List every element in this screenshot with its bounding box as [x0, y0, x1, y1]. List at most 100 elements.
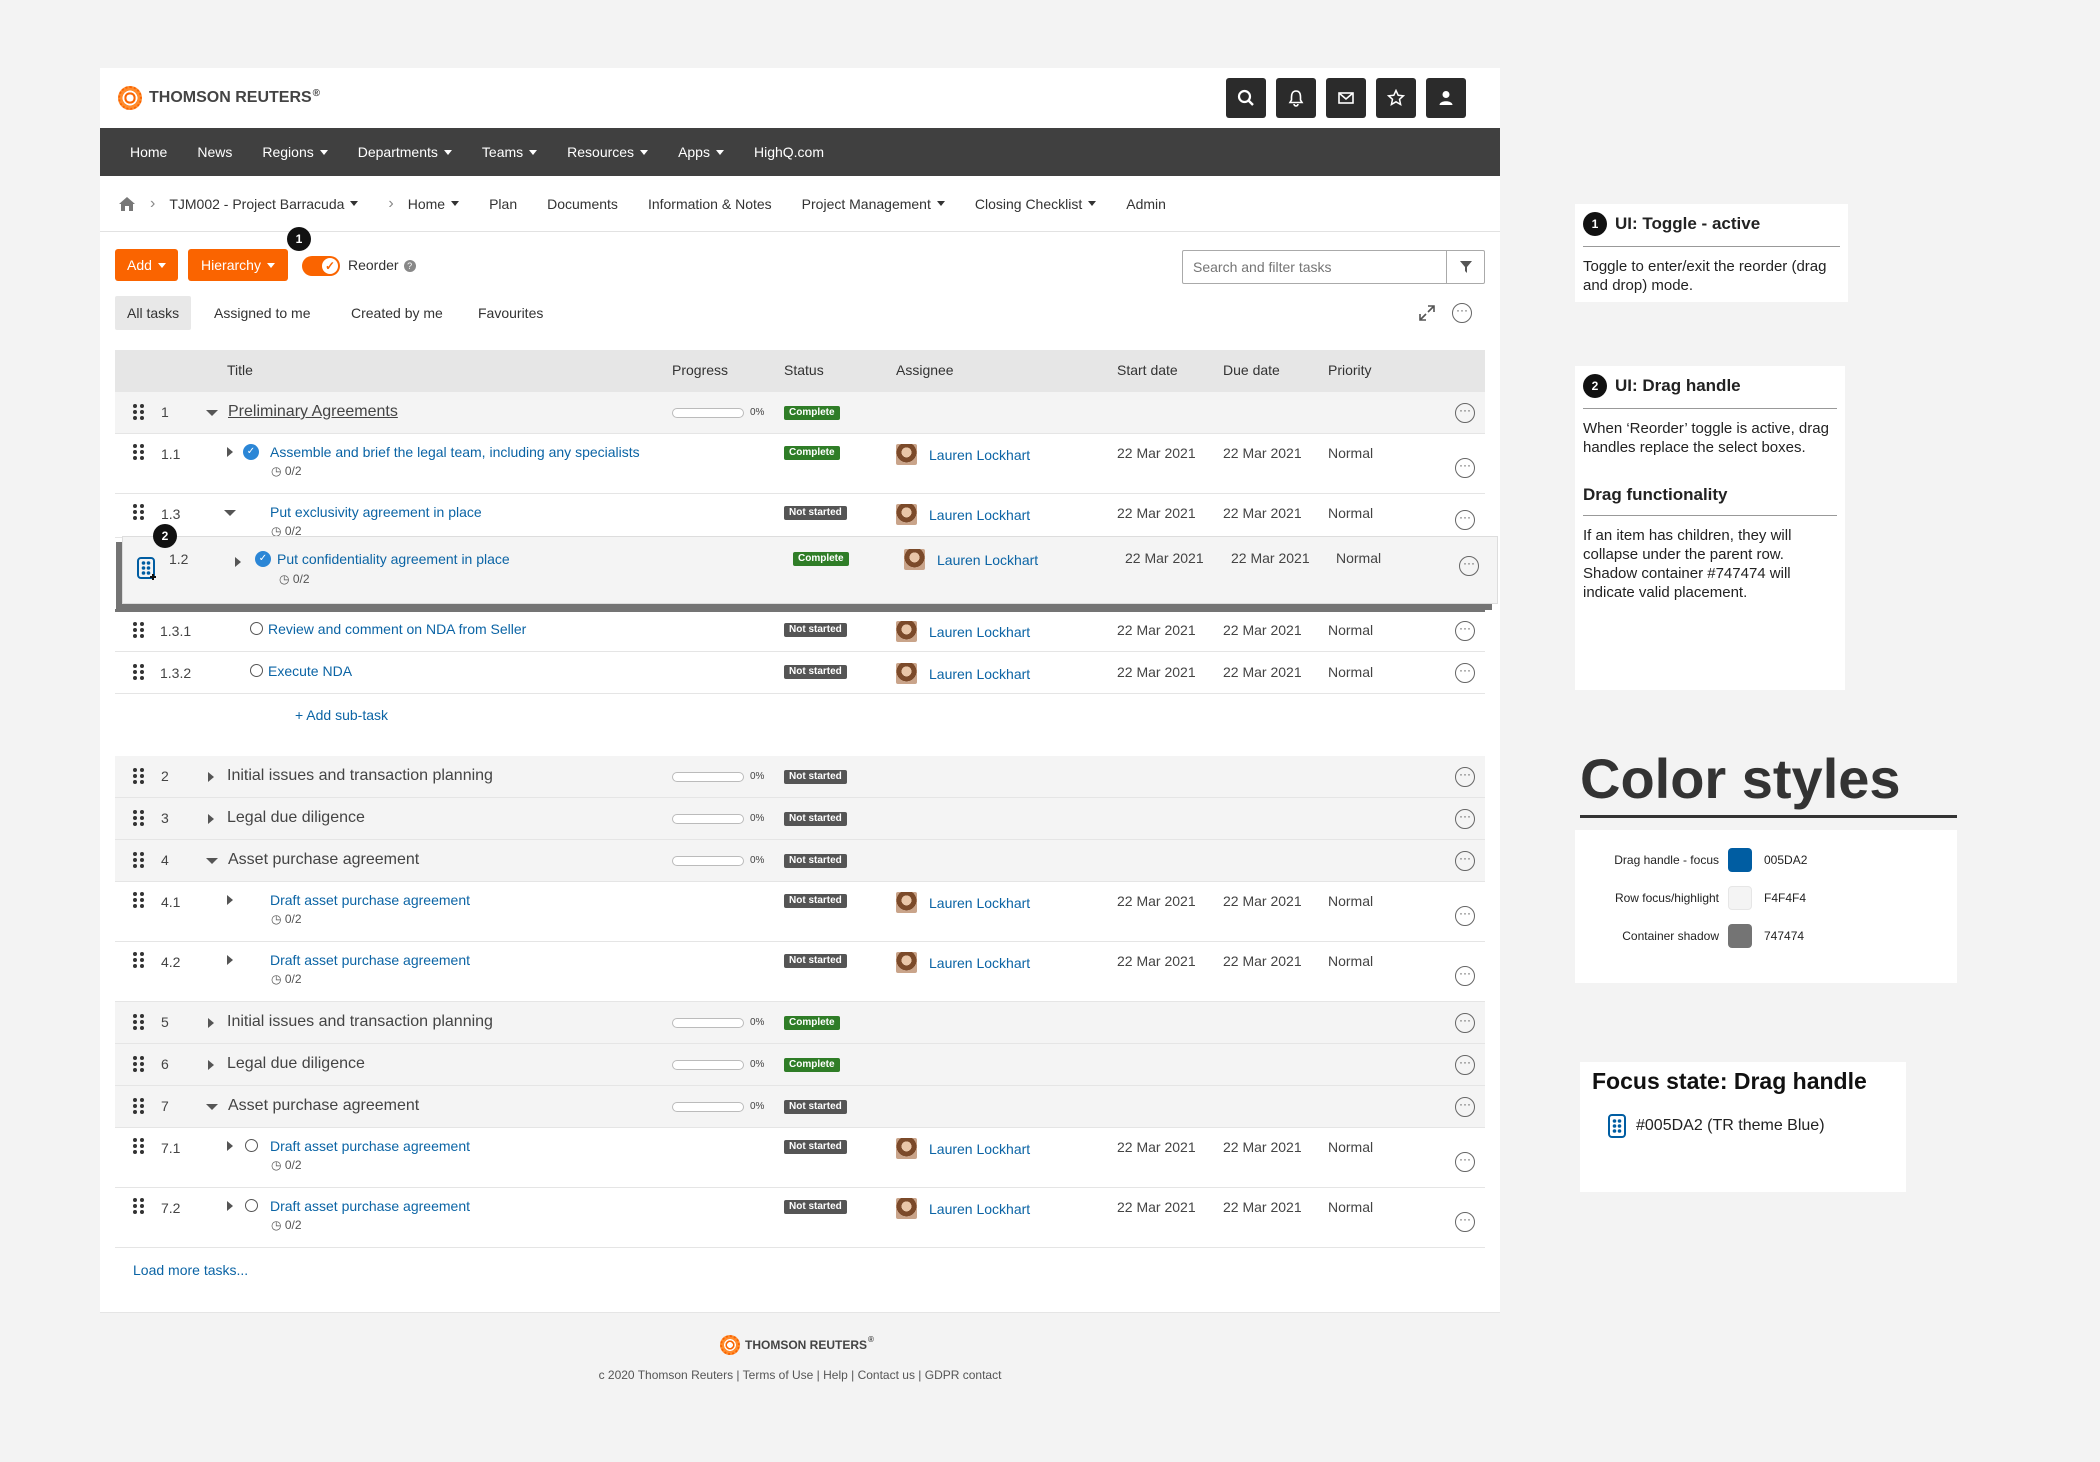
- drag-handle-focus-icon[interactable]: [137, 557, 159, 584]
- table-row[interactable]: 1 Preliminary Agreements 0% Complete ···: [115, 392, 1485, 434]
- task-title-link[interactable]: Draft asset purchase agreement: [270, 952, 470, 968]
- tab-created-by-me[interactable]: Created by me: [351, 305, 443, 321]
- assignee-link[interactable]: Lauren Lockhart: [929, 447, 1031, 463]
- collapse-icon[interactable]: [206, 410, 218, 416]
- expand-icon[interactable]: [227, 1141, 233, 1151]
- footer-links[interactable]: c 2020 Thomson Reuters | Terms of Use | …: [598, 1368, 1002, 1382]
- drag-handle-icon[interactable]: [133, 1014, 145, 1030]
- nav-item-apps[interactable]: Apps: [678, 144, 724, 160]
- hierarchy-button[interactable]: Hierarchy: [188, 249, 288, 281]
- expand-icon[interactable]: [227, 895, 233, 905]
- expand-icon[interactable]: [235, 557, 241, 567]
- expand-icon[interactable]: [1418, 304, 1436, 325]
- breadcrumb-item-admin[interactable]: Admin: [1126, 195, 1166, 212]
- more-options-icon[interactable]: ···: [1455, 767, 1475, 787]
- incomplete-circle-icon[interactable]: [250, 664, 263, 677]
- nav-item-departments[interactable]: Departments: [358, 144, 452, 160]
- drag-handle-icon[interactable]: [133, 622, 145, 638]
- more-options-icon[interactable]: ···: [1455, 1013, 1475, 1033]
- load-more-link[interactable]: Load more tasks...: [133, 1262, 249, 1278]
- table-row[interactable]: 7.2 Draft asset purchase agreement ◷ 0/2…: [115, 1188, 1485, 1248]
- task-title-link[interactable]: Put confidentiality agreement in place: [277, 551, 510, 567]
- task-group-title[interactable]: Legal due diligence: [227, 1055, 365, 1072]
- drag-handle-icon[interactable]: [133, 952, 145, 968]
- more-options-icon[interactable]: ···: [1455, 621, 1475, 641]
- add-button[interactable]: Add: [115, 249, 178, 281]
- task-title-link[interactable]: Assemble and brief the legal team, inclu…: [270, 444, 640, 460]
- expand-icon[interactable]: [227, 447, 233, 457]
- task-group-title[interactable]: Initial issues and transaction planning: [227, 767, 493, 784]
- drag-handle-icon[interactable]: [133, 404, 145, 420]
- drag-handle-icon[interactable]: [133, 664, 145, 680]
- breadcrumb-item-documents[interactable]: Documents: [547, 195, 618, 212]
- breadcrumb-item-project-management[interactable]: Project Management: [802, 196, 945, 212]
- drag-handle-icon[interactable]: [133, 1198, 145, 1214]
- drag-handle-icon[interactable]: [133, 810, 145, 826]
- tab-assigned-to-me[interactable]: Assigned to me: [214, 305, 311, 321]
- assignee-link[interactable]: Lauren Lockhart: [937, 552, 1039, 568]
- table-row[interactable]: 1.1 ✓ Assemble and brief the legal team,…: [115, 434, 1485, 494]
- star-button[interactable]: [1376, 78, 1416, 118]
- drag-handle-icon[interactable]: [133, 1056, 145, 1072]
- assignee-link[interactable]: Lauren Lockhart: [929, 955, 1031, 971]
- add-subtask-link[interactable]: + Add sub-task: [295, 707, 389, 723]
- more-options-icon[interactable]: ···: [1455, 1212, 1475, 1232]
- expand-icon[interactable]: [227, 955, 233, 965]
- search-button[interactable]: [1226, 78, 1266, 118]
- home-icon[interactable]: [118, 196, 136, 212]
- breadcrumb-item-closing-checklist[interactable]: Closing Checklist: [975, 196, 1097, 212]
- dragging-row[interactable]: 1.2 ✓ Put confidentiality agreement in p…: [122, 536, 1498, 604]
- task-title-link[interactable]: Put exclusivity agreement in place: [270, 504, 482, 520]
- more-options-icon[interactable]: ···: [1455, 510, 1475, 530]
- incomplete-circle-icon[interactable]: [245, 1199, 258, 1212]
- mail-button[interactable]: [1326, 78, 1366, 118]
- expand-icon[interactable]: [227, 1201, 233, 1211]
- nav-item-news[interactable]: News: [197, 144, 233, 160]
- task-title-link[interactable]: Execute NDA: [268, 663, 353, 679]
- table-row[interactable]: 3 Legal due diligence 0% Not started ···: [115, 798, 1485, 840]
- more-options-icon[interactable]: ···: [1455, 966, 1475, 986]
- drag-handle-icon[interactable]: [133, 504, 145, 520]
- task-title-link[interactable]: Draft asset purchase agreement: [270, 1138, 470, 1154]
- assignee-link[interactable]: Lauren Lockhart: [929, 1201, 1031, 1217]
- breadcrumb-item-information-notes[interactable]: Information & Notes: [647, 195, 772, 212]
- more-options-icon[interactable]: ···: [1455, 1055, 1475, 1075]
- project-selector[interactable]: TJM002 - Project Barracuda: [169, 196, 359, 212]
- drag-handle-icon[interactable]: [133, 852, 145, 868]
- drag-handle-icon[interactable]: [133, 892, 145, 908]
- table-row[interactable]: 1.3 Put exclusivity agreement in place ◷…: [115, 494, 1485, 538]
- nav-item-highqcom[interactable]: HighQ.com: [753, 144, 825, 160]
- task-title-link[interactable]: Draft asset purchase agreement: [270, 1198, 470, 1214]
- task-group-title[interactable]: Asset purchase agreement: [228, 851, 420, 868]
- nav-item-home[interactable]: Home: [130, 144, 168, 160]
- more-options-icon[interactable]: ···: [1455, 809, 1475, 829]
- filter-button[interactable]: [1446, 251, 1484, 283]
- more-options-icon[interactable]: ···: [1452, 303, 1472, 323]
- expand-icon[interactable]: [208, 1060, 214, 1070]
- tab-favourites[interactable]: Favourites: [478, 305, 544, 321]
- task-group-title[interactable]: Legal due diligence: [227, 809, 365, 826]
- search-input[interactable]: [1183, 251, 1443, 283]
- nav-item-regions[interactable]: Regions: [262, 144, 328, 160]
- drag-handle-icon[interactable]: [133, 1138, 145, 1154]
- expand-icon[interactable]: [208, 814, 214, 824]
- table-row[interactable]: 6 Legal due diligence 0% Complete ···: [115, 1044, 1485, 1086]
- more-options-icon[interactable]: ···: [1455, 906, 1475, 926]
- more-options-icon[interactable]: ···: [1455, 458, 1475, 478]
- task-title-link[interactable]: Review and comment on NDA from Seller: [268, 621, 527, 637]
- collapse-icon[interactable]: [206, 858, 218, 864]
- table-row[interactable]: 1.3.2 Execute NDA Not started Lauren Loc…: [115, 652, 1485, 694]
- help-icon[interactable]: ?: [403, 260, 416, 273]
- more-options-icon[interactable]: ···: [1455, 851, 1475, 871]
- tab-all-tasks[interactable]: All tasks: [115, 296, 192, 330]
- complete-check-icon[interactable]: ✓: [243, 444, 259, 460]
- assignee-link[interactable]: Lauren Lockhart: [929, 624, 1031, 640]
- more-options-icon[interactable]: ···: [1455, 1152, 1475, 1172]
- table-row[interactable]: 2 Initial issues and transaction plannin…: [115, 756, 1485, 798]
- complete-check-icon[interactable]: ✓: [255, 551, 271, 567]
- nav-item-teams[interactable]: Teams: [482, 144, 538, 160]
- task-group-title[interactable]: Preliminary Agreements: [228, 403, 398, 420]
- table-row[interactable]: 7.1 Draft asset purchase agreement ◷ 0/2…: [115, 1128, 1485, 1188]
- more-options-icon[interactable]: ···: [1455, 403, 1475, 423]
- task-group-title[interactable]: Asset purchase agreement: [228, 1097, 420, 1114]
